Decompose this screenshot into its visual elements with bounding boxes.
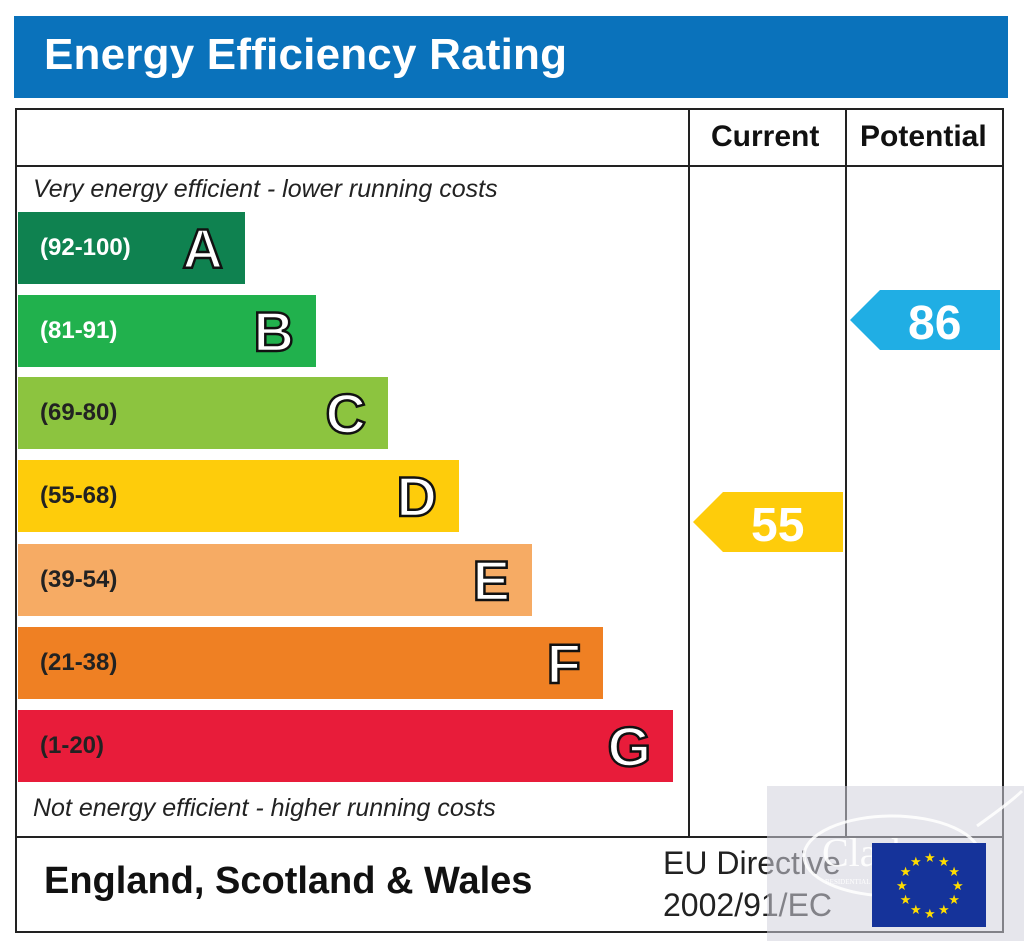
eu-star-icon: ★ (910, 903, 922, 918)
potential-arrow-shape (850, 290, 1000, 350)
header-divider (15, 165, 1004, 167)
band-c: (69-80) C (18, 377, 388, 449)
inefficient-note: Not energy efficient - higher running co… (33, 794, 496, 822)
current-column-divider (688, 108, 690, 838)
band-d: (55-68) D (18, 460, 459, 532)
eu-star-icon: ★ (948, 865, 960, 880)
title-bar: Energy Efficiency Rating (14, 16, 1008, 98)
eu-star-icon: ★ (910, 855, 922, 870)
eu-star-icon: ★ (924, 851, 936, 866)
current-column-header: Current (711, 120, 820, 153)
band-letter: C (324, 381, 367, 447)
chart-title: Energy Efficiency Rating (44, 30, 568, 79)
band-letter: G (606, 714, 652, 780)
efficient-note: Very energy efficient - lower running co… (33, 175, 498, 203)
band-letter: A (181, 216, 224, 282)
eu-star-icon: ★ (938, 855, 950, 870)
potential-rating-arrow: 86 (850, 290, 1000, 350)
band-letter: F (546, 631, 583, 697)
band-range-label: (1-20) (40, 732, 105, 759)
current-rating-arrow: 55 (693, 492, 843, 552)
band-letter: E (471, 548, 511, 614)
eu-star-icon: ★ (900, 865, 912, 880)
eu-star-icon: ★ (938, 903, 950, 918)
eu-star-icon: ★ (948, 893, 960, 908)
potential-rating-value: 86 (908, 297, 962, 350)
band-e: (39-54) E (18, 544, 532, 616)
band-a: (92-100) A (18, 212, 245, 284)
potential-column-divider (845, 108, 847, 838)
current-arrow-shape (693, 492, 843, 552)
band-range-label: (39-54) (40, 566, 118, 593)
region-label: England, Scotland & Wales (44, 860, 533, 902)
band-b: (81-91) B (18, 295, 316, 367)
band-letter: D (395, 464, 438, 530)
band-g: (1-20) G (18, 710, 673, 782)
potential-column-header: Potential (860, 120, 987, 153)
eu-star-icon: ★ (952, 879, 964, 894)
eu-star-icon: ★ (896, 879, 908, 894)
eu-flag-icon: ★ ★ ★ ★ ★ ★ ★ ★ ★ ★ ★ ★ (872, 843, 986, 927)
eu-star-icon: ★ (924, 907, 936, 922)
footer-divider (15, 836, 1004, 838)
eu-stars-icon: ★★★★★★★★★ ★ ★★ (896, 851, 964, 922)
band-letter: B (252, 299, 295, 365)
band-range-label: (69-80) (40, 399, 118, 426)
band-range-label: (55-68) (40, 482, 118, 509)
band-range-label: (81-91) (40, 317, 118, 344)
chart-frame (15, 108, 1004, 933)
band-range-label: (21-38) (40, 649, 118, 676)
band-f: (21-38) F (18, 627, 603, 699)
eu-star-icon: ★ (900, 893, 912, 908)
band-range-label: (92-100) (40, 234, 131, 261)
current-rating-value: 55 (751, 499, 805, 552)
